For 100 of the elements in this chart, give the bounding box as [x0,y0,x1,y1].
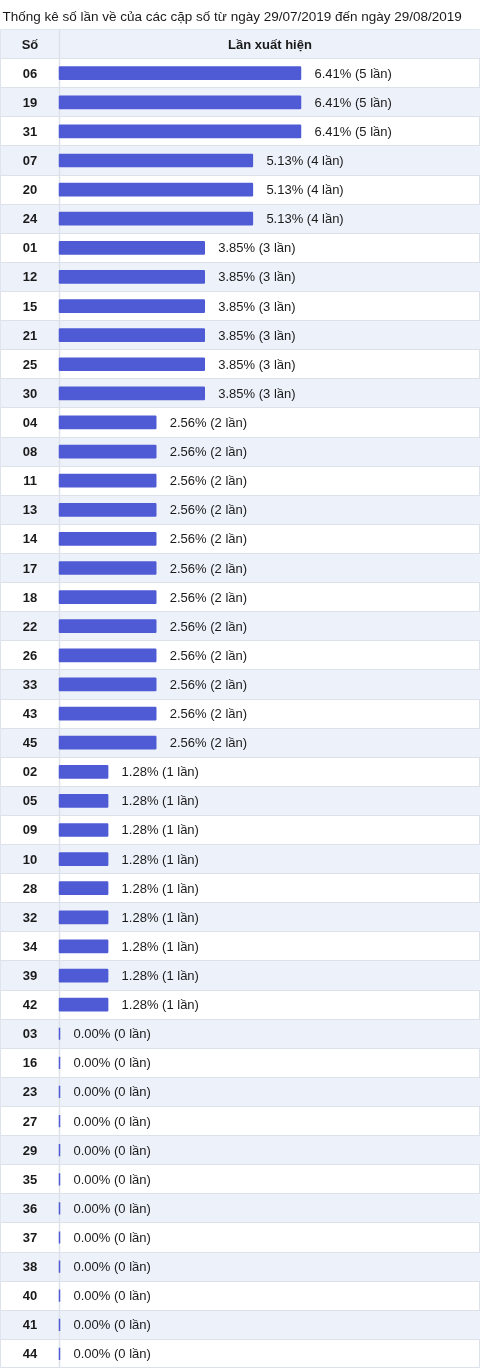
data-label: 3.85% (3 lần) [218,385,296,401]
y-tick-label: 21 [22,327,38,343]
y-tick-label: 23 [22,1084,38,1100]
y-tick-label: 22 [22,618,38,634]
y-tick-label: 06 [22,65,38,81]
data-label: 0.00% (0 lần) [73,1288,151,1304]
y-tick-label: 28 [22,880,38,896]
y-tick-label: 31 [22,123,38,139]
y-tick-label: 44 [22,1346,38,1362]
bar [58,852,109,866]
data-label: 0.00% (0 lần) [73,1171,151,1187]
bar [58,706,157,721]
data-label: 3.85% (3 lần) [218,269,296,285]
y-tick-label: 37 [22,1230,38,1246]
bar [58,910,109,925]
y-tick-label: 26 [22,647,38,663]
bar [58,415,157,430]
y-tick-label: 25 [22,356,38,372]
data-label: 0.00% (0 lần) [73,1346,151,1362]
y-tick-label: 45 [22,735,38,751]
data-label: 2.56% (2 lần) [169,676,248,692]
y-axis-title: Số [21,36,39,52]
data-label: 1.28% (1 lần) [121,764,199,780]
y-tick-label: 20 [22,182,38,198]
data-label: 0.00% (0 lần) [73,1200,151,1216]
data-label: 5.13% (4 lần) [266,211,344,227]
y-tick-label: 02 [22,764,38,780]
y-tick-label: 03 [22,1026,38,1042]
data-label: 2.56% (2 lần) [169,473,248,489]
y-tick-label: 04 [22,414,38,430]
bar [58,881,109,896]
data-label: 2.56% (2 lần) [169,647,248,663]
y-tick-label: 42 [22,997,38,1013]
bar [58,328,205,342]
data-label: 0.00% (0 lần) [73,1026,151,1042]
bar [58,502,157,517]
data-label: 2.56% (2 lần) [169,618,248,634]
bar [58,561,157,575]
y-tick-label: 32 [22,909,38,925]
bar [58,968,109,983]
y-tick-label: 15 [22,298,38,314]
y-tick-label: 12 [22,269,38,285]
y-tick-label: 19 [22,94,38,110]
data-label: 6.41% (5 lần) [314,123,392,139]
data-label: 3.85% (3 lần) [218,298,296,314]
data-label: 3.85% (3 lần) [218,240,296,256]
y-tick-label: 36 [22,1200,38,1216]
y-tick-label: 05 [22,793,38,809]
chart-title: Thống kê số lần về của các cặp số từ ngày 29/07/2019 đến ngày 29/08/2019 [2,8,462,24]
data-label: 1.28% (1 lần) [121,997,199,1013]
y-tick-label: 18 [22,589,38,605]
bar [58,153,254,168]
bar [58,823,109,837]
bar [58,532,157,546]
bar [58,648,157,663]
bar [58,619,157,634]
y-tick-label: 41 [22,1317,38,1333]
y-tick-label: 09 [22,822,38,838]
bar [58,473,157,488]
y-tick-label: 17 [22,560,38,576]
y-tick-label: 33 [22,676,38,692]
data-label: 2.56% (2 lần) [169,444,248,460]
y-tick-label: 30 [22,385,38,401]
data-label: 1.28% (1 lần) [121,822,199,838]
data-label: 6.41% (5 lần) [314,94,392,110]
y-tick-label: 16 [22,1055,38,1071]
data-label: 0.00% (0 lần) [73,1142,151,1158]
data-label: 0.00% (0 lần) [73,1259,151,1275]
y-tick-label: 13 [22,502,38,518]
y-tick-label: 40 [22,1288,38,1304]
y-tick-label: 14 [22,531,38,547]
bar [58,240,205,255]
y-tick-label: 27 [22,1113,38,1129]
data-label: 1.28% (1 lần) [121,938,199,954]
data-label: 2.56% (2 lần) [169,414,248,430]
bar [58,939,109,954]
data-label: 1.28% (1 lần) [121,968,199,984]
bar [58,735,157,750]
x-axis-title: Lần xuất hiện [228,36,312,52]
data-label: 1.28% (1 lần) [121,909,199,925]
data-label: 2.56% (2 lần) [169,706,248,722]
y-tick-label: 11 [23,473,37,489]
bar [58,590,157,604]
data-label: 2.56% (2 lần) [169,735,248,751]
y-tick-label: 10 [22,851,38,867]
data-label: 0.00% (0 lần) [73,1230,151,1246]
y-tick-label: 08 [22,444,38,460]
data-label: 6.41% (5 lần) [314,65,392,81]
y-tick-label: 24 [22,211,38,227]
data-label: 1.28% (1 lần) [121,880,199,896]
y-tick-label: 34 [22,938,38,954]
data-label: 2.56% (2 lần) [169,560,248,576]
bar [58,764,109,779]
bar [58,794,109,808]
data-label: 2.56% (2 lần) [169,589,248,605]
bar [58,386,205,401]
bar [58,299,205,313]
bar [58,66,302,81]
bar [58,124,302,139]
data-label: 1.28% (1 lần) [121,793,199,809]
